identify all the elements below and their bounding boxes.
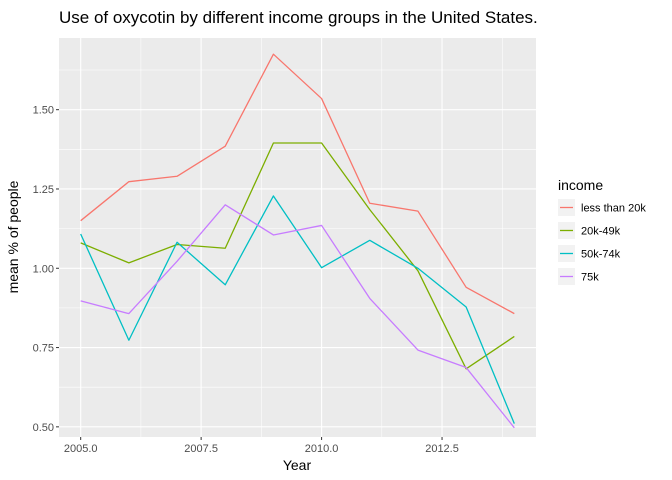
x-axis-title: Year: [283, 457, 312, 473]
x-tick-label: 2012.5: [425, 443, 459, 455]
legend-label-20k-49k: 20k-49k: [581, 226, 621, 238]
y-tick-label: 1.00: [33, 263, 54, 275]
y-axis-title: mean % of people: [5, 180, 21, 293]
legend: income less than 20k 20k-49k 50k-74k 75k: [558, 177, 646, 285]
legend-items: less than 20k 20k-49k 50k-74k 75k: [558, 199, 646, 285]
y-tick-label: 0.75: [33, 343, 54, 355]
legend-title: income: [558, 177, 603, 193]
series-line-50k-74k: [80, 195, 515, 424]
legend-label-less-than-20k: less than 20k: [581, 203, 646, 215]
series-line-less-than-20k: [80, 53, 515, 315]
y-tick-label: 0.50: [33, 422, 54, 434]
series-lines: [80, 53, 515, 429]
chart-title: Use of oxycotin by different income grou…: [59, 8, 538, 27]
legend-label-75k: 75k: [581, 272, 599, 284]
y-tick-label: 1.50: [33, 105, 54, 117]
major-gridlines: [59, 38, 536, 437]
x-axis: 2005.0 2007.5 2010.0 2012.5: [64, 437, 459, 455]
x-tick-label: 2007.5: [184, 443, 218, 455]
y-tick-label: 1.25: [33, 184, 54, 196]
x-tick-label: 2005.0: [64, 443, 98, 455]
plot-panel: [59, 38, 536, 437]
legend-label-50k-74k: 50k-74k: [581, 249, 621, 261]
series-line-20k-49k: [80, 142, 515, 370]
series-line-75k: [80, 204, 515, 429]
y-axis: 0.50 0.75 1.00 1.25 1.50: [33, 105, 59, 434]
x-tick-label: 2010.0: [305, 443, 339, 455]
minor-gridlines: [59, 38, 536, 437]
